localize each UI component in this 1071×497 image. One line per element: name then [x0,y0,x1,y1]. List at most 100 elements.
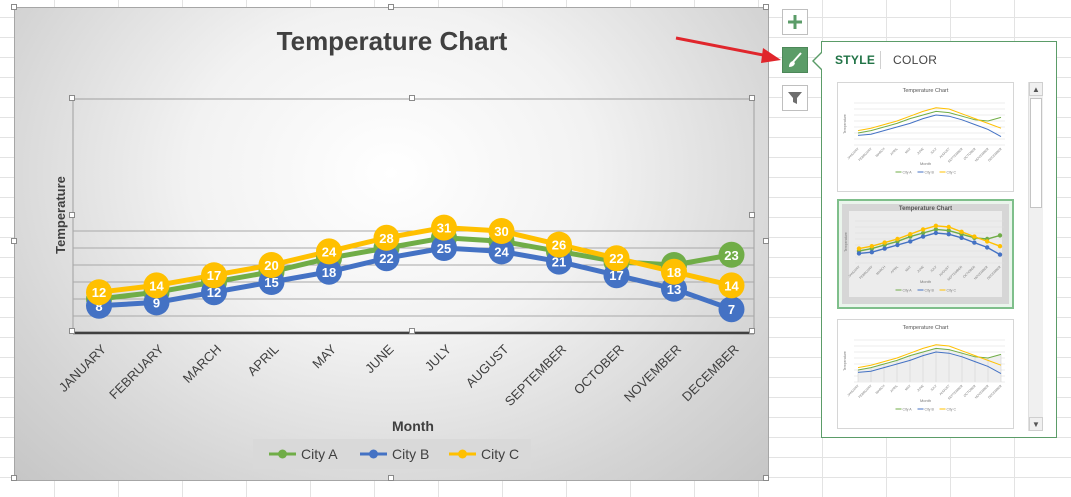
thumbnail-area [858,348,1001,382]
resize-handle[interactable] [69,212,75,218]
thumbnail-tick-label: AUGUST [938,147,950,159]
thumbnail-series-line [857,344,1002,369]
chart-style-thumbnail-3[interactable]: Temperature Chart JANUARY FEBRUARY MARCH APR… [837,319,1014,429]
thumbnail-marker [997,252,1003,257]
thumbnail-tick-label: AUGUST [938,384,950,396]
thumbnail-marker [946,224,951,230]
legend-label: City C [481,446,519,462]
chart-title: Temperature Chart [277,26,508,56]
resize-handle[interactable] [763,475,769,481]
data-label: 14 [724,278,739,293]
data-label: 24 [494,244,509,259]
chart-elements-button[interactable] [782,9,808,35]
data-point [488,238,515,265]
resize-handle[interactable] [409,95,415,101]
data-point [143,272,170,299]
resize-handle[interactable] [749,328,755,334]
resize-handle[interactable] [388,4,394,10]
thumbnail-marker [908,232,913,237]
data-label: 18 [322,265,336,280]
tab-color[interactable]: COLOR [893,53,938,67]
data-point [488,218,515,244]
resize-handle[interactable] [69,328,75,334]
thumbnail-legend-label: City B [925,289,935,293]
thumbnail-y-title: Temperature [843,351,847,371]
data-label: 30 [494,224,508,239]
thumbnail-series-line [857,351,1002,375]
chart-styles-button[interactable] [782,47,808,73]
pane-pointer-fill [814,53,822,69]
thumbnail-series-line [858,232,1001,256]
pane-scrollbar[interactable]: ▲ ▼ [1028,82,1043,431]
thumbnail-tick-label: JUNE [916,265,925,274]
thumbnail-tick-label: FEBRUARY [858,146,874,162]
resize-handle[interactable] [388,475,394,481]
thumbnail-marker [997,244,1003,249]
scroll-down-icon[interactable]: ▼ [1029,417,1043,431]
thumbnail-y-title: Temperature [844,232,848,252]
thumbnail-title: Temperature Chart [903,88,949,94]
tab-divider [880,51,881,69]
temperature-chart[interactable]: Temperature ChartMonthTemperatureJANUARY… [15,8,770,482]
data-point [718,296,745,323]
resize-handle[interactable] [749,212,755,218]
tab-style[interactable]: STYLE [835,53,876,67]
data-label: 7 [728,302,735,317]
thumbnail-legend-label: City A [903,289,913,293]
chart-style-thumbnail-1[interactable]: Temperature Chart JANUARY FEBRUARY MARCH APR… [837,82,1014,192]
thumbnail-y-title: Temperature [843,114,847,134]
thumbnail-tick-label: APRIL [889,147,899,157]
thumbnail-legend-label: City A [903,171,913,175]
data-label: 14 [149,278,164,293]
resize-handle[interactable] [11,4,17,10]
scroll-thumb[interactable] [1030,98,1042,208]
thumbnail-marker [933,227,939,232]
thumbnail-marker [895,242,900,248]
resize-handle[interactable] [763,238,769,244]
resize-handle[interactable] [11,475,17,481]
thumbnail-marker [946,228,951,233]
data-label: 13 [667,282,681,297]
thumbnail-tick-label: DECEMBER [987,383,1003,399]
thumbnail-marker [920,227,926,232]
data-point [718,272,745,299]
thumbnail-marker [972,240,977,245]
resize-handle[interactable] [69,95,75,101]
chart-style-thumbnail-2[interactable]: Temperature Chart JANUARY FEBRUARY MARCH APR… [837,199,1014,309]
thumbnail-x-title: Month [920,161,931,166]
thumbnail-tick-label: MARCH [875,264,887,276]
chart-filters-button[interactable] [782,85,808,111]
thumbnail-marker [959,235,964,240]
data-label: 12 [92,285,106,300]
data-point [86,279,112,306]
chart-object[interactable]: Temperature Chart Month Temperature JANUARY… [14,7,769,481]
data-point [373,224,400,251]
data-label: 22 [609,251,623,266]
thumbnail-series-line [857,114,1002,138]
thumbnail-series-line [857,107,1002,132]
thumbnail-x-title: Month [920,398,931,403]
resize-handle[interactable] [763,4,769,10]
thumbnail-tick-label: JUNE [916,384,925,393]
data-label: 9 [153,295,160,310]
resize-handle[interactable] [409,328,415,334]
thumbnail-legend-label: City C [947,289,957,293]
thumbnail-marker [984,239,990,244]
thumbnail-background [849,211,1002,297]
legend-marker [458,449,467,459]
data-point [431,235,457,261]
scroll-up-icon[interactable]: ▲ [1029,82,1043,96]
resize-handle[interactable] [749,95,755,101]
legend-label: City A [301,446,338,462]
thumbnail-marker [856,251,862,256]
thumbnail-tick-label: MARCH [875,383,887,395]
resize-handle[interactable] [11,238,17,244]
thumbnail-x-title: Month [920,279,931,284]
legend-marker [369,449,378,459]
legend-label: City B [392,446,429,462]
chart-style-pane[interactable]: STYLE COLOR Temperature Chart JANUARY FEBR… [821,41,1057,438]
thumbnail-tick-label: APRIL [890,265,900,275]
thumbnail-tick-label: APRIL [889,384,899,394]
